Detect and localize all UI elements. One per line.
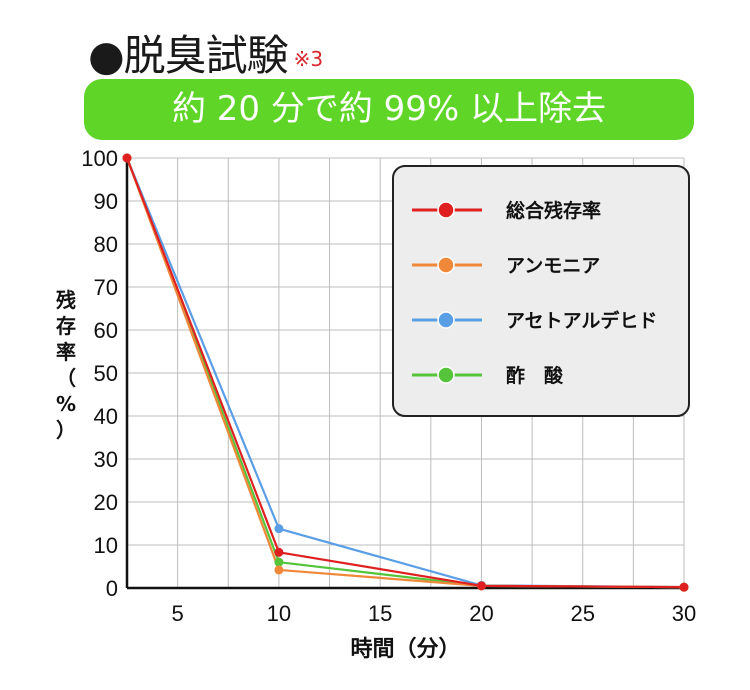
y-tick-label: 50 xyxy=(94,361,118,386)
legend-label: アンモニア xyxy=(506,255,600,277)
data-point xyxy=(679,582,689,592)
y-tick-label: 30 xyxy=(94,447,118,472)
data-point xyxy=(274,565,284,575)
title-text: ●脱臭試験 xyxy=(88,31,289,80)
footnote-mark: ※3 xyxy=(293,47,324,71)
legend-label: 総合残存率 xyxy=(506,199,601,222)
legend-swatch-marker xyxy=(437,366,455,384)
data-point xyxy=(274,524,284,534)
legend-swatch-marker xyxy=(437,256,455,274)
legend-label: 酢 酸 xyxy=(506,364,564,387)
y-axis-label: 残存率（%） xyxy=(52,287,80,443)
legend-box xyxy=(392,165,690,417)
y-tick-label: 90 xyxy=(94,189,118,214)
x-tick-label: 25 xyxy=(570,601,594,626)
x-tick-label: 10 xyxy=(267,601,291,626)
page-title: ●脱臭試験 ※3 xyxy=(88,22,323,83)
y-tick-label: 100 xyxy=(81,146,118,171)
y-axis-label-char: % xyxy=(55,392,77,416)
data-point xyxy=(476,581,486,591)
y-tick-label: 80 xyxy=(94,232,118,257)
x-tick-label: 30 xyxy=(672,601,696,626)
legend-label: アセトアルデヒド xyxy=(506,309,657,332)
series-line xyxy=(125,157,685,589)
y-axis-label-char: 残 xyxy=(56,288,76,312)
y-axis-label-char: 存 xyxy=(56,314,76,338)
x-tick-label: 20 xyxy=(469,601,493,626)
y-tick-label: 20 xyxy=(94,490,118,515)
y-axis-label-char: 率 xyxy=(56,340,76,364)
legend-swatch-marker xyxy=(437,201,455,219)
y-tick-label: 70 xyxy=(94,275,118,300)
data-point xyxy=(274,547,284,557)
legend-swatch-marker xyxy=(437,311,455,329)
headline-text: 約 20 分で約 99% 以上除去 xyxy=(171,89,607,129)
y-tick-label: 0 xyxy=(106,576,118,601)
headline-banner: 約 20 分で約 99% 以上除去 xyxy=(84,79,694,140)
y-axis-label-char: ） xyxy=(56,418,76,442)
y-tick-label: 10 xyxy=(94,533,118,558)
x-axis-label: 時間（分） xyxy=(350,637,460,662)
x-tick-label: 5 xyxy=(172,601,184,626)
y-axis-label-char: （ xyxy=(56,366,76,390)
data-point xyxy=(122,153,132,163)
x-tick-label: 15 xyxy=(368,601,392,626)
y-tick-label: 40 xyxy=(94,404,118,429)
y-tick-label: 60 xyxy=(94,318,118,343)
data-point xyxy=(274,557,284,567)
